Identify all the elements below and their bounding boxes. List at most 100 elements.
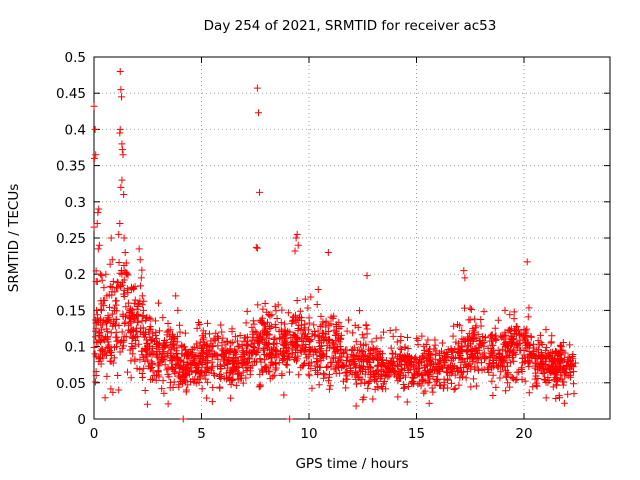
- data-point: [90, 343, 98, 351]
- data-point: [548, 354, 556, 362]
- data-point: [524, 340, 532, 348]
- data-point: [219, 352, 227, 360]
- data-point: [566, 341, 574, 349]
- data-point: [429, 388, 437, 396]
- data-point: [515, 368, 523, 376]
- data-point: [305, 326, 313, 334]
- data-point: [429, 373, 437, 381]
- data-point: [193, 324, 201, 332]
- data-point: [266, 312, 274, 320]
- data-point: [365, 345, 373, 353]
- data-point: [284, 349, 292, 357]
- y-axis-label: SRMTID / TECUs: [6, 183, 22, 293]
- data-point: [525, 363, 533, 371]
- data-point: [489, 391, 497, 399]
- data-point: [179, 415, 187, 423]
- data-point: [441, 354, 449, 362]
- x-tick-label: 15: [408, 426, 425, 442]
- data-point: [272, 307, 280, 315]
- y-tick-label: 0.45: [56, 86, 86, 102]
- data-point: [363, 358, 371, 366]
- data-point: [450, 364, 458, 372]
- data-point: [311, 331, 319, 339]
- data-point: [474, 349, 482, 357]
- data-point: [249, 342, 257, 350]
- data-point: [460, 336, 468, 344]
- data-point: [196, 320, 204, 328]
- data-point: [541, 360, 549, 368]
- data-point: [275, 351, 283, 359]
- data-point: [203, 394, 211, 402]
- data-point: [260, 346, 268, 354]
- data-point: [138, 266, 146, 274]
- data-point: [228, 376, 236, 384]
- data-point: [115, 230, 123, 238]
- data-point: [571, 359, 579, 367]
- data-point: [556, 356, 564, 364]
- data-point: [116, 129, 124, 137]
- data-point: [137, 274, 145, 282]
- data-point: [226, 345, 234, 353]
- data-point: [140, 297, 148, 305]
- data-point: [138, 373, 146, 381]
- data-point: [523, 258, 531, 266]
- data-point: [108, 256, 116, 264]
- data-point: [472, 382, 480, 390]
- data-point: [301, 320, 309, 328]
- data-point: [148, 336, 156, 344]
- data-point: [523, 332, 531, 340]
- x-tick-label: 0: [90, 426, 99, 442]
- data-point: [199, 336, 207, 344]
- data-point: [187, 352, 195, 360]
- data-point: [254, 339, 262, 347]
- data-point: [259, 305, 267, 313]
- data-point: [218, 345, 226, 353]
- data-point: [143, 313, 151, 321]
- data-point: [506, 311, 514, 319]
- data-point: [200, 354, 208, 362]
- data-point: [100, 284, 108, 292]
- data-point: [524, 313, 532, 321]
- data-point: [271, 320, 279, 328]
- data-point: [91, 350, 99, 358]
- data-point: [401, 383, 409, 391]
- data-point: [492, 332, 500, 340]
- data-point: [310, 321, 318, 329]
- data-point: [455, 353, 463, 361]
- data-point: [433, 375, 441, 383]
- data-point: [403, 334, 411, 342]
- data-point: [186, 364, 194, 372]
- data-point: [92, 338, 100, 346]
- data-point: [269, 340, 277, 348]
- data-point: [163, 328, 171, 336]
- data-point: [238, 358, 246, 366]
- data-point: [302, 341, 310, 349]
- data-point: [136, 356, 144, 364]
- data-point: [319, 318, 327, 326]
- data-point: [142, 328, 150, 336]
- data-point: [362, 365, 370, 373]
- data-point: [418, 332, 426, 340]
- data-point: [147, 376, 155, 384]
- data-point: [212, 329, 220, 337]
- data-point: [472, 324, 480, 332]
- data-point: [278, 372, 286, 380]
- data-point: [231, 333, 239, 341]
- data-point: [128, 343, 136, 351]
- data-point: [223, 338, 231, 346]
- data-point: [444, 351, 452, 359]
- data-point: [474, 330, 482, 338]
- data-point: [294, 327, 302, 335]
- data-point: [398, 366, 406, 374]
- data-point: [180, 372, 188, 380]
- data-point: [266, 368, 274, 376]
- data-point: [403, 398, 411, 406]
- data-point: [262, 363, 270, 371]
- data-point: [325, 373, 333, 381]
- data-point: [178, 350, 186, 358]
- data-point: [500, 340, 508, 348]
- data-point: [463, 367, 471, 375]
- data-point: [111, 297, 119, 305]
- data-point: [471, 363, 479, 371]
- tick-labels: 0 0.05 0.1 0.15 0.2 0.25 0.3 0.35 0.4 0.45 0.5 0 5 10…: [56, 50, 533, 442]
